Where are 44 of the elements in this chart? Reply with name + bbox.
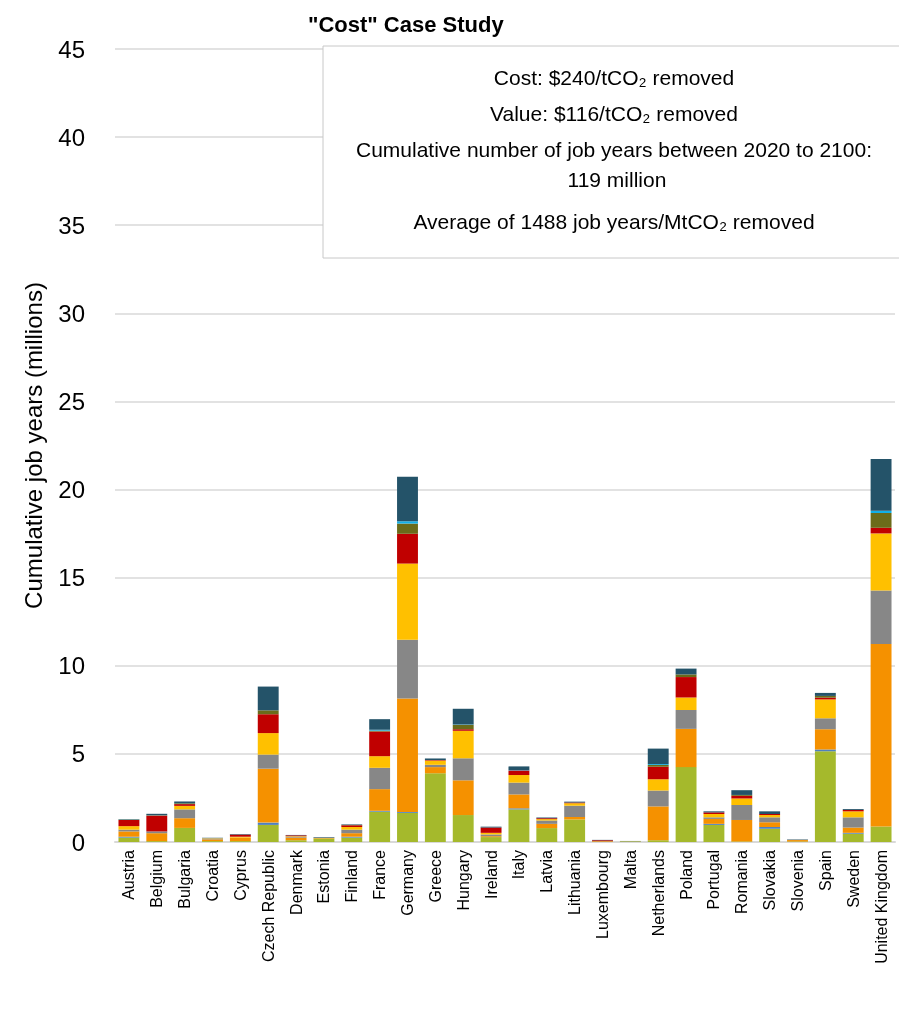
annotation: Cumulative number of job years between 2020 to 2100: 119 million: [356, 137, 872, 191]
x-tick-label: Greece: [426, 849, 444, 903]
y-tick-label: 5: [71, 740, 85, 768]
x-tick-label: Netherlands: [649, 850, 667, 937]
x-tick-label: Belgium: [148, 850, 166, 908]
annotation: Cost: $240/tCO₂ removed: [493, 65, 735, 89]
x-tick-label: Romania: [733, 849, 751, 915]
y-tick-label: 10: [58, 652, 85, 680]
x-tick-label: Spain: [816, 850, 834, 891]
x-tick-label: Finland: [343, 850, 361, 903]
y-tick-label: 30: [58, 299, 85, 327]
x-tick-label: France: [371, 849, 389, 900]
x-tick-label: Latvia: [538, 849, 556, 893]
x-tick-label: Czech Republic: [259, 850, 277, 963]
y-tick-label: 0: [71, 828, 85, 856]
x-tick-label: Portugal: [705, 850, 723, 910]
x-tick-label: Estonia: [315, 849, 333, 904]
y-tick-label: 15: [58, 564, 85, 592]
x-tick-label: Hungary: [454, 850, 472, 911]
x-tick-label: Croatia: [204, 849, 221, 902]
x-tick-label: Germany: [399, 850, 416, 916]
annotation: Average of 1488 job years/MtCO₂ removed: [413, 209, 815, 233]
y-tick-label: 45: [58, 35, 85, 63]
y-tick-label: 25: [58, 387, 85, 415]
chart-title: "Cost" Case Study: [308, 11, 505, 37]
x-tick-label: United Kingdom: [872, 850, 890, 964]
x-tick-label: Slovenia: [789, 849, 806, 912]
x-tick-label: Ireland: [482, 850, 500, 899]
x-tick-label: Slovakia: [761, 849, 779, 911]
x-tick-label: Lithuania: [566, 849, 584, 915]
y-axis-title: Cumulative job years (millions): [19, 282, 47, 609]
y-tick-label: 40: [58, 123, 85, 151]
x-tick-label: Cyprus: [231, 850, 249, 901]
x-tick-label: Italy: [510, 850, 528, 880]
x-tick-label: Austria: [120, 849, 138, 900]
x-tick-label: Denmark: [287, 849, 305, 915]
x-tick-label: Sweden: [844, 850, 862, 908]
y-tick-label: 35: [58, 211, 85, 239]
y-tick-label: 20: [58, 476, 85, 504]
x-tick-label: Bulgaria: [176, 849, 194, 909]
x-tick-label: Malta: [621, 849, 639, 890]
annotation: Value: $116/tCO₂ removed: [490, 101, 738, 125]
x-tick-label: Luxembourg: [594, 850, 611, 939]
x-tick-label: Poland: [677, 850, 695, 900]
